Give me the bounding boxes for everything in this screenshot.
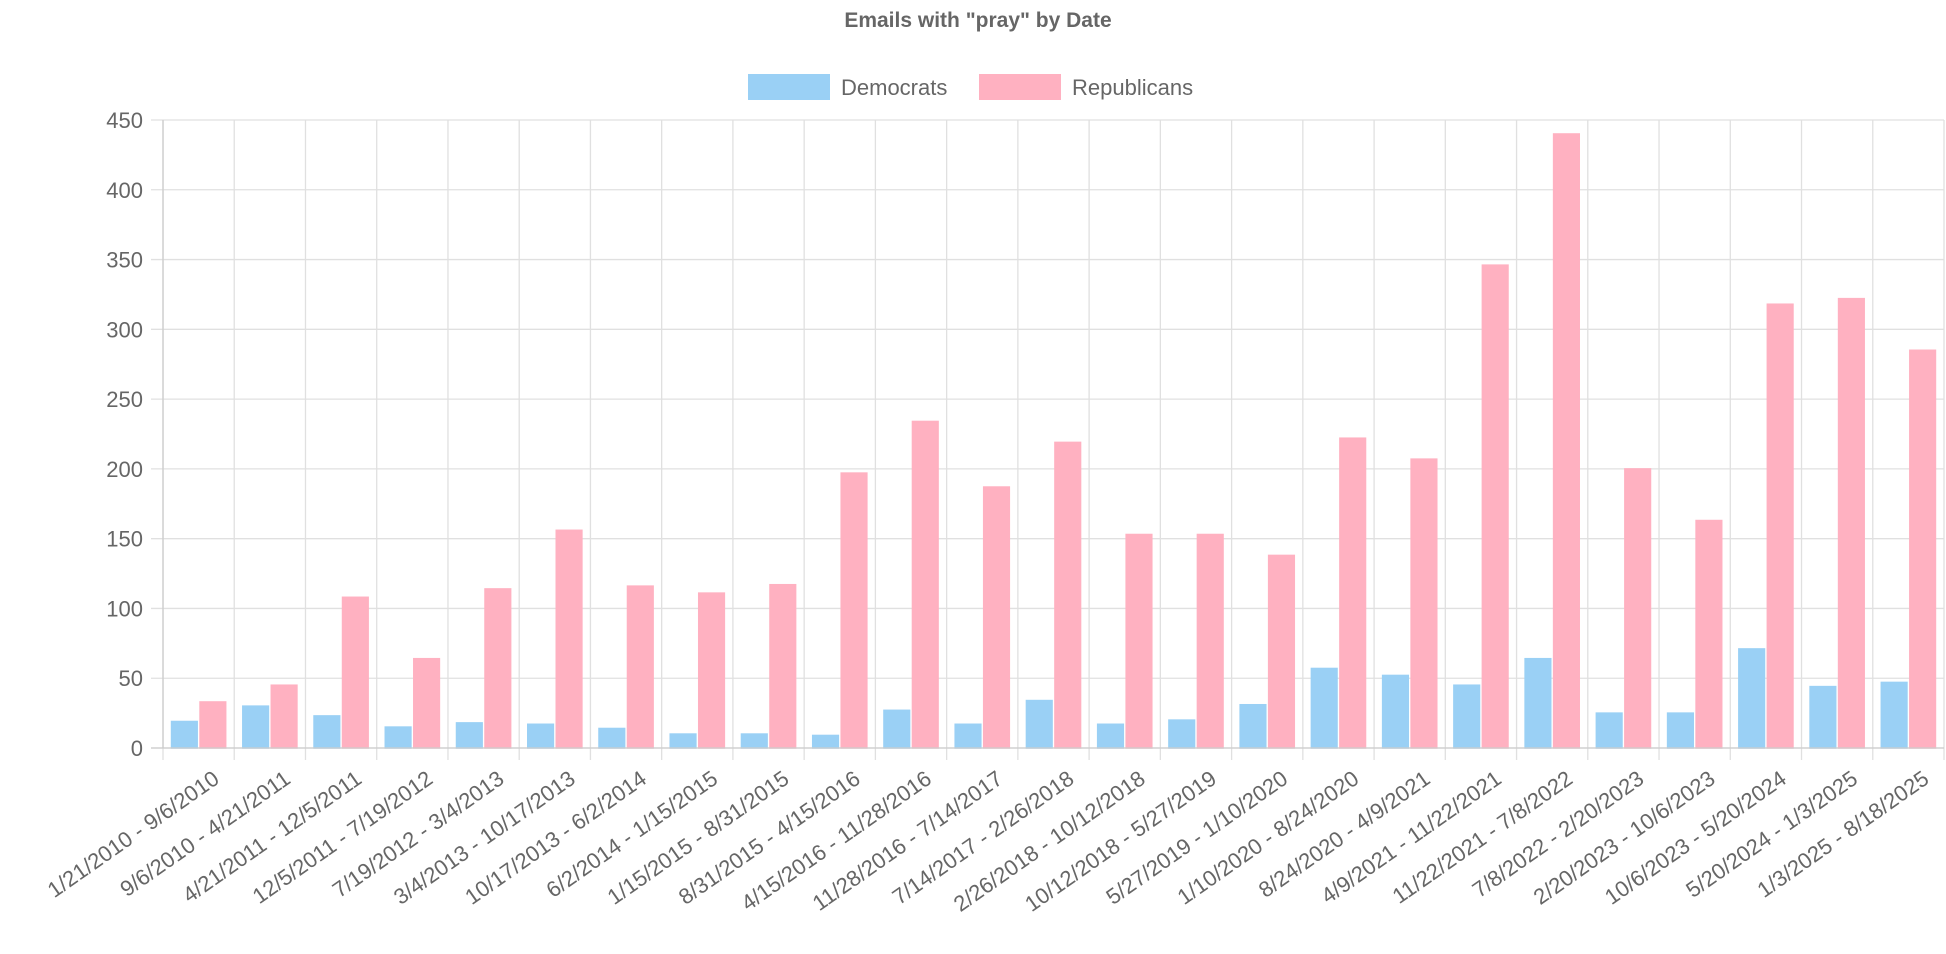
bar-democrats[interactable] [1381, 674, 1410, 749]
bar-democrats[interactable] [669, 733, 697, 749]
chart-title: Emails with "pray" by Date [844, 9, 1111, 32]
bar-republicans[interactable] [1481, 264, 1509, 749]
bar-democrats[interactable] [883, 709, 911, 749]
bar-democrats[interactable] [1524, 657, 1552, 749]
bars [170, 133, 1937, 749]
bar-democrats[interactable] [1239, 703, 1267, 749]
bar-republicans[interactable] [1267, 554, 1296, 749]
bar-democrats[interactable] [1809, 685, 1837, 749]
bar-republicans[interactable] [697, 592, 726, 749]
bar-republicans[interactable] [270, 684, 298, 749]
bar-republicans[interactable] [199, 701, 227, 749]
y-tick-label: 50 [119, 666, 143, 691]
bar-democrats[interactable] [1025, 699, 1053, 749]
y-axis-tick-labels: 0 50 100 150 200 250 300 350 400 450 [106, 108, 143, 761]
y-tick-label: 350 [106, 248, 143, 273]
axes [151, 120, 1944, 749]
bar-democrats[interactable] [1880, 681, 1908, 749]
legend-item-democrats[interactable]: Democrats [748, 74, 947, 100]
bar-republicans[interactable] [626, 585, 654, 749]
bar-democrats[interactable] [1310, 667, 1338, 749]
bar-republicans[interactable] [341, 596, 369, 749]
bar-democrats[interactable] [740, 733, 768, 749]
bar-republicans[interactable] [413, 657, 441, 749]
bar-democrats[interactable] [1666, 712, 1694, 749]
bar-republicans[interactable] [1054, 441, 1082, 749]
bar-republicans[interactable] [1624, 468, 1652, 749]
bar-republicans[interactable] [982, 486, 1011, 749]
bar-republicans[interactable] [1695, 519, 1723, 749]
y-tick-label: 150 [106, 527, 143, 552]
bar-republicans[interactable] [1766, 303, 1794, 749]
bar-democrats[interactable] [954, 723, 982, 749]
bar-democrats[interactable] [1595, 712, 1623, 749]
bar-republicans[interactable] [1552, 133, 1581, 749]
bar-republicans[interactable] [1410, 458, 1438, 749]
bar-democrats[interactable] [598, 727, 626, 749]
bar-republicans[interactable] [484, 588, 512, 749]
bar-republicans[interactable] [840, 472, 868, 749]
bar-republicans[interactable] [911, 420, 939, 749]
bar-democrats[interactable] [1453, 684, 1481, 749]
bar-democrats[interactable] [242, 705, 270, 749]
bar-democrats[interactable] [313, 715, 341, 749]
bar-democrats[interactable] [811, 734, 840, 749]
y-tick-label: 200 [106, 457, 143, 482]
bar-democrats[interactable] [170, 720, 198, 749]
legend-label-republicans: Republicans [1072, 75, 1193, 100]
bar-democrats[interactable] [1096, 723, 1125, 749]
y-tick-label: 300 [106, 317, 143, 342]
legend: Democrats Republicans [748, 74, 1193, 100]
y-tick-label: 250 [106, 387, 143, 412]
legend-label-democrats: Democrats [841, 75, 947, 100]
bar-democrats[interactable] [526, 723, 555, 749]
legend-swatch-democrats [748, 74, 830, 100]
y-tick-label: 100 [106, 596, 143, 621]
bar-democrats[interactable] [1168, 719, 1196, 749]
bar-republicans[interactable] [769, 583, 797, 749]
bar-democrats[interactable] [1738, 648, 1766, 749]
grid-lines [151, 119, 1945, 760]
bar-democrats[interactable] [455, 722, 483, 749]
y-tick-label: 400 [106, 178, 143, 203]
bar-democrats[interactable] [384, 726, 412, 749]
y-tick-label: 450 [106, 108, 143, 133]
bar-republicans[interactable] [1837, 297, 1865, 749]
bar-republicans[interactable] [1125, 533, 1153, 749]
legend-item-republicans[interactable]: Republicans [979, 74, 1193, 100]
legend-swatch-republicans [979, 74, 1061, 100]
bar-republicans[interactable] [1196, 533, 1224, 749]
bar-republicans[interactable] [1909, 349, 1937, 749]
bar-republicans[interactable] [555, 529, 583, 749]
y-tick-label: 0 [131, 736, 143, 761]
bar-republicans[interactable] [1339, 437, 1367, 749]
